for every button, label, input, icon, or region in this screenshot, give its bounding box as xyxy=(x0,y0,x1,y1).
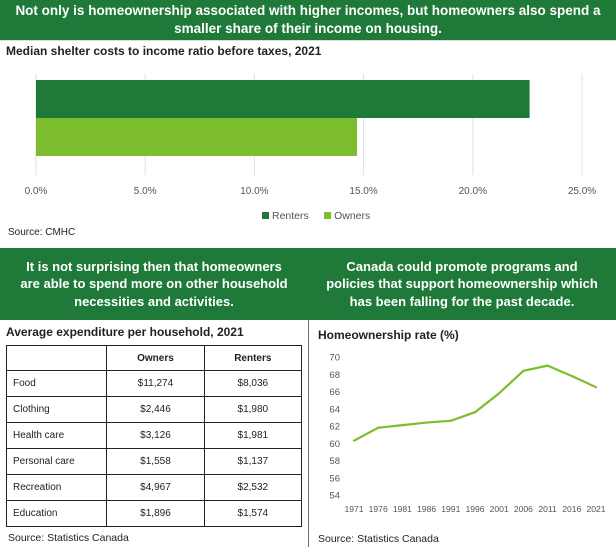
legend-label-renters: Renters xyxy=(272,210,309,222)
table-row: Food $11,274 $8,036 xyxy=(5,370,303,397)
line-x-tick-label: 1976 xyxy=(369,504,388,514)
expenditure-table-container: Owners Renters Food $11,274 $8,036 Cloth… xyxy=(5,345,303,527)
line-point xyxy=(352,439,356,442)
bar-x-tick-label: 10.0% xyxy=(240,186,268,197)
line-x-tick-label: 1981 xyxy=(393,504,412,514)
bar-x-tick-label: 5.0% xyxy=(134,186,157,197)
line-point xyxy=(473,411,477,414)
line-x-tick-label: 1996 xyxy=(465,504,484,514)
table-cell-category: Education xyxy=(5,500,108,527)
line-point xyxy=(401,424,404,427)
line-y-tick-label: 62 xyxy=(329,422,340,433)
line-y-tick-label: 68 xyxy=(329,370,340,381)
bar-x-tick-label: 0.0% xyxy=(25,186,48,197)
table-row: Clothing $2,446 $1,980 xyxy=(5,396,303,423)
bar-renters xyxy=(36,80,530,118)
table-cell-renters: $1,137 xyxy=(203,448,303,475)
table-source: Source: Statistics Canada xyxy=(8,532,129,544)
table-cell-category: Clothing xyxy=(5,396,108,423)
line-point xyxy=(377,426,380,429)
left-banner: It is not surprising then that homeowner… xyxy=(0,248,308,320)
line-y-tick-label: 64 xyxy=(329,404,340,415)
line-point xyxy=(425,421,428,424)
legend-label-owners: Owners xyxy=(334,210,370,222)
table-row: Recreation $4,967 $2,532 xyxy=(5,474,303,501)
table-header-category xyxy=(5,345,108,371)
table-cell-owners: $2,446 xyxy=(106,396,205,423)
table-header-owners: Owners xyxy=(106,345,205,371)
section-divider xyxy=(308,320,309,547)
line-x-tick-label: 1971 xyxy=(344,504,363,514)
bar-x-tick-label: 25.0% xyxy=(568,186,596,197)
bar-owners xyxy=(36,118,358,156)
table-cell-renters: $1,574 xyxy=(203,500,303,527)
line-point xyxy=(522,369,525,372)
top-divider xyxy=(0,40,616,41)
table-cell-renters: $8,036 xyxy=(203,370,303,397)
table-cell-owners: $1,896 xyxy=(106,500,205,527)
table-header-row: Owners Renters xyxy=(5,345,303,371)
bar-chart-source: Source: CMHC xyxy=(8,227,76,238)
table-cell-category: Health care xyxy=(5,422,108,449)
line-y-tick-label: 70 xyxy=(329,353,340,364)
table-cell-category: Food xyxy=(5,370,108,397)
line-point xyxy=(570,374,573,378)
homeownership-line-chart: 54 56 58 60 62 64 66 68 70 1971 1976 1981 1986 1991 1… xyxy=(329,353,605,515)
table-row: Education $1,896 $1,574 xyxy=(5,500,303,527)
expenditure-table-title: Average expenditure per household, 2021 xyxy=(6,325,244,339)
legend-swatch-renters xyxy=(262,212,269,219)
line-x-tick-label: 2001 xyxy=(490,504,509,514)
line-y-tick-label: 54 xyxy=(329,491,340,502)
right-banner: Canada could promote programs and polici… xyxy=(308,248,616,320)
table-cell-owners: $11,274 xyxy=(106,370,205,397)
expenditure-table: Owners Renters Food $11,274 $8,036 Cloth… xyxy=(5,345,303,527)
line-x-tick-label: 1986 xyxy=(417,504,436,514)
top-banner: Not only is homeownership associated wit… xyxy=(0,0,616,40)
table-cell-category: Recreation xyxy=(5,474,108,501)
line-chart-source: Source: Statistics Canada xyxy=(318,533,439,545)
bar-x-tick-label: 15.0% xyxy=(349,186,377,197)
line-x-tick-label: 1991 xyxy=(441,504,460,514)
bar-x-tick-label: 20.0% xyxy=(459,186,487,197)
line-y-tick-label: 66 xyxy=(329,387,340,398)
line-x-tick-label: 2011 xyxy=(538,504,557,514)
table-row: Health care $3,126 $1,981 xyxy=(5,422,303,449)
line-point xyxy=(594,386,598,389)
legend-swatch-owners xyxy=(324,212,332,219)
table-cell-owners: $4,967 xyxy=(106,474,205,501)
homeownership-line xyxy=(353,364,597,442)
line-x-tick-label: 2021 xyxy=(586,504,605,514)
line-point xyxy=(449,419,452,422)
line-y-tick-label: 56 xyxy=(329,473,340,484)
table-row: Personal care $1,558 $1,137 xyxy=(5,448,303,475)
line-y-tick-label: 60 xyxy=(329,439,340,450)
table-cell-renters: $1,981 xyxy=(203,422,303,449)
line-x-tick-label: 2006 xyxy=(514,504,533,514)
line-chart-title: Homeownership rate (%) xyxy=(318,328,459,342)
table-header-renters: Renters xyxy=(203,345,303,371)
table-cell-owners: $1,558 xyxy=(106,448,205,475)
table-cell-renters: $1,980 xyxy=(203,396,303,423)
table-cell-owners: $3,126 xyxy=(106,422,205,449)
line-x-tick-label: 2016 xyxy=(562,504,581,514)
shelter-cost-bar-chart: 0.0% 5.0% 10.0% 15.0% 20.0% 25.0% Renters Owne… xyxy=(25,74,596,222)
line-point xyxy=(546,364,549,367)
bar-chart-title: Median shelter costs to income ratio bef… xyxy=(6,44,322,58)
line-y-tick-label: 58 xyxy=(329,456,340,467)
table-cell-renters: $2,532 xyxy=(203,474,303,501)
line-point xyxy=(498,392,501,395)
table-cell-category: Personal care xyxy=(5,448,108,475)
